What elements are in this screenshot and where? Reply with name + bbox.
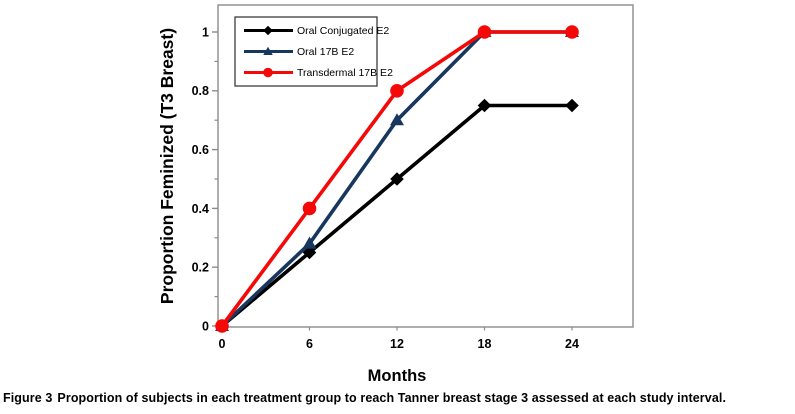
circle-marker [215,319,229,333]
line-chart: 0 0.2 0.4 0.6 0.8 1 0 6 12 18 24 Months Proportion F… [157,4,634,385]
triangle-marker [302,236,317,249]
diamond-marker [565,98,579,113]
circle-marker [390,84,404,98]
figure-chart-area: 0 0.2 0.4 0.6 0.8 1 0 6 12 18 24 Months Proportion F… [157,4,634,385]
x-tick-label: 0 [219,337,226,351]
x-axis-title: Months [368,367,427,385]
x-tick-label: 6 [306,337,313,351]
legend-label: Oral 17B E2 [297,46,354,58]
y-tick-label: 0.8 [192,84,209,98]
x-tick-label: 18 [478,337,492,351]
y-tick-label: 0 [202,319,209,333]
circle-marker [565,25,579,39]
legend-label: Oral Conjugated E2 [297,25,389,37]
circle-marker [302,201,317,216]
y-tick-label: 0.6 [192,143,209,157]
y-tick-label: 1 [202,25,209,39]
y-tick-label: 0.2 [192,261,209,275]
circle-marker [477,25,492,39]
series-transdermal-17b-e2 [215,25,579,333]
legend: Oral Conjugated E2 Oral 17B E2 Transdermal… [234,16,393,87]
y-tick-label: 0.4 [192,202,209,216]
circle-marker [263,67,273,78]
diamond-marker [477,98,492,113]
y-axis-title: Proportion Feminized (T3 Breast) [157,28,177,304]
figure-caption-text: Proportion of subjects in each treatment… [57,391,727,405]
triangle-marker [263,46,273,55]
triangle-marker [390,113,404,126]
figure-caption-label: Figure 3 [3,391,53,405]
diamond-marker [390,172,404,186]
x-tick-label: 24 [565,337,579,351]
legend-label: Transdermal 17B E2 [297,67,393,79]
x-tick-label: 12 [390,337,404,351]
diamond-marker [263,25,273,36]
diamond-marker [302,245,317,260]
figure-caption: Figure 3 Proportion of subjects in each t… [3,391,793,405]
